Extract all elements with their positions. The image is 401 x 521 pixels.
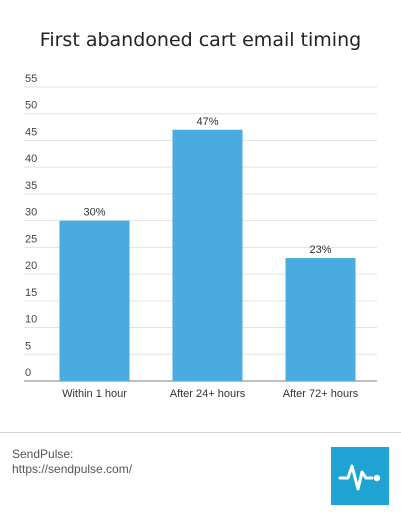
- y-tick-label: 40: [25, 153, 37, 165]
- footer-divider: [0, 432, 401, 433]
- x-tick-label: After 24+ hours: [170, 388, 246, 400]
- value-label: 30%: [83, 207, 105, 219]
- y-tick-label: 55: [25, 73, 37, 85]
- y-tick-label: 15: [25, 287, 37, 299]
- y-tick-label: 10: [25, 314, 37, 326]
- pulse-waveform-icon: [338, 464, 381, 491]
- bar: [59, 220, 130, 381]
- x-tick-labels: Within 1 hour After 24+ hours After 72+ ho…: [62, 388, 359, 400]
- sendpulse-logo: [331, 447, 389, 505]
- y-tick-label: 35: [25, 180, 37, 192]
- y-tick-label: 50: [25, 100, 37, 112]
- y-tick-label: 0: [25, 367, 31, 379]
- y-tick-label: 20: [25, 260, 37, 272]
- y-tick-label: 30: [25, 207, 37, 219]
- value-labels: 30% 47% 23%: [83, 116, 331, 256]
- x-tick-label: Within 1 hour: [62, 388, 127, 400]
- chart-title: First abandoned cart email timing: [39, 29, 362, 51]
- source-url: https://sendpulse.com/: [12, 462, 133, 476]
- bar: [172, 129, 243, 381]
- value-label: 47%: [196, 116, 218, 128]
- bars: [59, 129, 356, 381]
- y-tick-labels: 0 5 10 15 20 25 30 35 40 45 50 55: [25, 73, 37, 379]
- x-tick-label: After 72+ hours: [283, 388, 359, 400]
- y-tick-label: 25: [25, 233, 37, 245]
- bar-chart: 0 5 10 15 20 25 30 35 40 45 50 55 30% 47% 23% Within …: [24, 73, 377, 400]
- source-credit: SendPulse: https://sendpulse.com/: [12, 447, 132, 477]
- y-tick-label: 45: [25, 126, 37, 138]
- y-tick-label: 5: [25, 340, 31, 352]
- value-label: 23%: [309, 244, 331, 256]
- source-name: SendPulse:: [12, 447, 74, 461]
- bar: [285, 258, 356, 381]
